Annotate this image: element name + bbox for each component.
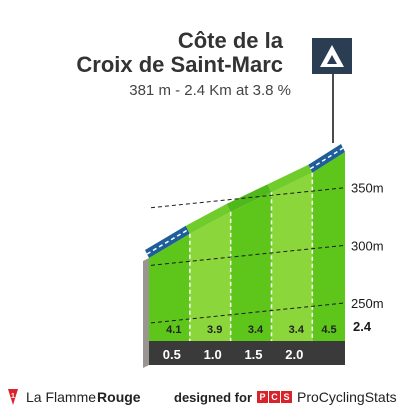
elevation-gridline bbox=[150, 302, 346, 324]
profile-segment-top bbox=[267, 164, 313, 193]
profile-segment-top bbox=[226, 184, 272, 212]
y-tick-label: 250m bbox=[351, 296, 384, 311]
profile-left-edge bbox=[143, 258, 149, 368]
svg-text:1: 1 bbox=[11, 393, 15, 400]
x-tick-label: 0.5 bbox=[163, 347, 181, 362]
profile-segment-top bbox=[185, 203, 231, 234]
brand-name-part2: Rouge bbox=[97, 389, 141, 405]
profile-segment-dashline bbox=[146, 229, 189, 255]
flamme-rouge-logo-icon: 1 bbox=[8, 389, 18, 405]
profile-segment bbox=[312, 152, 345, 341]
profile-side-wall bbox=[143, 258, 150, 368]
pcs-logo-letter: C bbox=[269, 391, 281, 403]
chart-title-line-2: Croix de Saint-Marc bbox=[76, 52, 283, 77]
elevation-gridline bbox=[150, 187, 346, 209]
y-tick-label: 350m bbox=[351, 181, 384, 196]
profile-base-band bbox=[149, 341, 345, 365]
pcs-logo-letter: P bbox=[257, 391, 269, 403]
profile-segment bbox=[271, 172, 313, 341]
profile-segment bbox=[230, 192, 272, 341]
brand-name-part1: La Flamme bbox=[26, 389, 97, 405]
procyclingstats-name: ProCyclingStats bbox=[297, 389, 397, 405]
x-tick-label: 1.0 bbox=[204, 347, 222, 362]
designed-for-text: designed for bbox=[174, 389, 253, 405]
footer-credit: designed for P C S ProCyclingStats bbox=[174, 386, 397, 408]
distance-band bbox=[149, 341, 345, 365]
pcs-logo-letter: S bbox=[281, 391, 293, 403]
gradient-label: 4.1 bbox=[166, 324, 181, 336]
x-tick-label: 1.5 bbox=[244, 347, 262, 362]
elevation-gridline bbox=[150, 244, 346, 266]
gradient-label: 4.5 bbox=[321, 324, 336, 336]
x-tick-label: 2.0 bbox=[285, 347, 303, 362]
profile-segment-top bbox=[308, 144, 345, 173]
summit-marker bbox=[312, 38, 352, 143]
profile-segment bbox=[189, 211, 231, 341]
profile-labels: 250m 300m 350m 4.1 3.9 3.4 3.4 4.5 0.5 1.0 1.5 2.0 2… bbox=[163, 181, 384, 362]
mountain-icon-inner bbox=[327, 55, 337, 64]
elevation-profile-chart: 250m 300m 350m 4.1 3.9 3.4 3.4 4.5 0.5 1.0 1.5 2.0 2… bbox=[143, 38, 384, 368]
profile-segment bbox=[149, 233, 190, 341]
footer-brand: 1 La Flamme Rouge bbox=[6, 386, 141, 408]
chart-subtitle: 381 m - 2.4 Km at 3.8 % bbox=[129, 82, 291, 99]
profile-segments bbox=[145, 144, 345, 341]
profile-gridlines bbox=[150, 187, 346, 324]
chart-title-line-1: Côte de la bbox=[177, 28, 283, 53]
y-tick-label: 300m bbox=[351, 238, 384, 253]
gradient-label: 3.4 bbox=[248, 324, 264, 336]
x-tick-label: 2.4 bbox=[353, 319, 372, 334]
gradient-label: 3.4 bbox=[289, 324, 305, 336]
gradient-label: 3.9 bbox=[207, 324, 222, 336]
